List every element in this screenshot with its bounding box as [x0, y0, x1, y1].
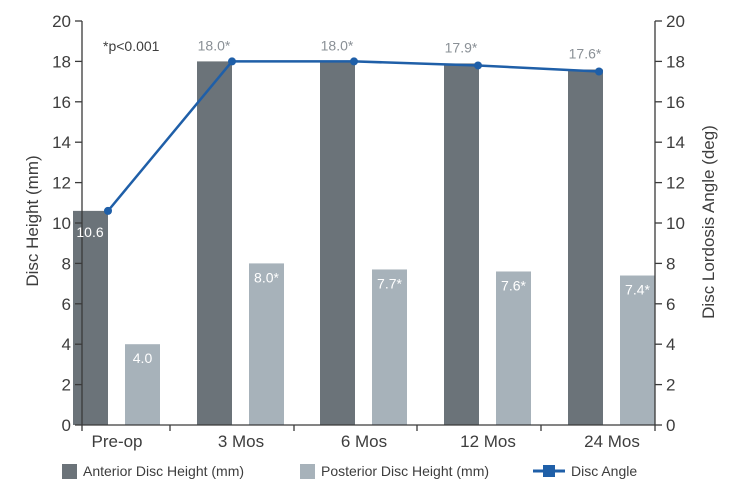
x-tick-label-0: Pre-op — [91, 432, 142, 451]
data-label-anterior-4: 17.6* — [569, 45, 602, 61]
y2-tick-label-9: 18 — [666, 52, 685, 71]
data-label-anterior-1: 18.0* — [198, 37, 231, 53]
y2-tick-label-8: 16 — [666, 93, 685, 112]
y-tick-label-0: 0 — [62, 416, 71, 435]
legend-marker-angle — [543, 465, 555, 477]
x-tick-label-1: 3 Mos — [218, 432, 264, 451]
legend: Anterior Disc Height (mm) Posterior Disc … — [62, 463, 637, 479]
data-label-anterior-3: 17.9* — [445, 39, 478, 55]
y-tick-label-5: 10 — [52, 214, 71, 233]
y-tick-label-1: 2 — [62, 376, 71, 395]
y2-tick-label-6: 12 — [666, 174, 685, 193]
legend-swatch-anterior — [62, 464, 77, 479]
y2-tick-label-2: 4 — [666, 335, 675, 354]
bar-anterior-2 — [320, 61, 355, 426]
data-label-posterior-4: 7.4* — [625, 282, 650, 298]
bar-posterior-3 — [496, 271, 531, 425]
y2-tick-label-4: 8 — [666, 254, 675, 273]
legend-label-anterior: Anterior Disc Height (mm) — [83, 463, 244, 479]
data-label-posterior-3: 7.6* — [501, 277, 526, 293]
y-tick-label-8: 16 — [52, 93, 71, 112]
y2-tick-label-10: 20 — [666, 12, 685, 31]
y2-tick-label-7: 14 — [666, 133, 685, 152]
line-layer — [104, 57, 603, 215]
data-label-posterior-2: 7.7* — [377, 275, 402, 291]
y-axis-title: Disc Height (mm) — [23, 155, 42, 286]
bar-anterior-3 — [444, 63, 479, 426]
y-tick-label-9: 18 — [52, 52, 71, 71]
legend-swatch-posterior — [300, 464, 315, 479]
y-tick-label-6: 12 — [52, 174, 71, 193]
bars-layer — [73, 61, 655, 426]
bar-posterior-0 — [125, 344, 160, 425]
legend-label-angle: Disc Angle — [571, 463, 637, 479]
bar-anterior-0 — [73, 210, 108, 425]
y2-tick-label-3: 6 — [666, 295, 675, 314]
significance-note: *p<0.001 — [103, 38, 160, 54]
bar-anterior-4 — [568, 69, 603, 425]
y-tick-label-10: 20 — [52, 12, 71, 31]
labels-layer: 10.6 4.0 18.0* 8.0* 18.0* 7.7* 17.9* 7.6* 17.6* 7… — [76, 37, 650, 366]
disc-angle-point-0 — [104, 206, 112, 215]
y2-axis-title: Disc Lordosis Angle (deg) — [699, 125, 718, 319]
disc-angle-point-1 — [228, 57, 236, 66]
y-tick-label-3: 6 — [62, 295, 71, 314]
data-label-posterior-1: 8.0* — [254, 269, 279, 285]
y2-tick-label-0: 0 — [666, 416, 675, 435]
disc-angle-point-3 — [474, 61, 482, 70]
y-tick-label-2: 4 — [62, 335, 71, 354]
axes-layer: Pre-op 3 Mos 6 Mos 12 Mos 24 Mos 0 0 2 2 4 4 6 6 8 8 10… — [52, 12, 685, 451]
data-label-anterior-2: 18.0* — [321, 37, 354, 53]
bar-posterior-4 — [620, 275, 655, 425]
y2-tick-label-1: 2 — [666, 376, 675, 395]
x-tick-label-4: 24 Mos — [584, 432, 640, 451]
disc-angle-point-4 — [595, 67, 603, 76]
y-tick-label-7: 14 — [52, 133, 71, 152]
bar-posterior-1 — [249, 263, 284, 425]
x-tick-label-3: 12 Mos — [460, 432, 516, 451]
data-label-anterior-0: 10.6 — [76, 224, 103, 240]
y-tick-label-4: 8 — [62, 254, 71, 273]
disc-angle-point-2 — [350, 57, 358, 66]
bar-anterior-1 — [197, 61, 232, 426]
bar-posterior-2 — [372, 269, 407, 425]
legend-label-posterior: Posterior Disc Height (mm) — [321, 463, 489, 479]
x-tick-label-2: 6 Mos — [341, 432, 387, 451]
data-label-posterior-0: 4.0 — [133, 350, 153, 366]
y2-tick-label-5: 10 — [666, 214, 685, 233]
